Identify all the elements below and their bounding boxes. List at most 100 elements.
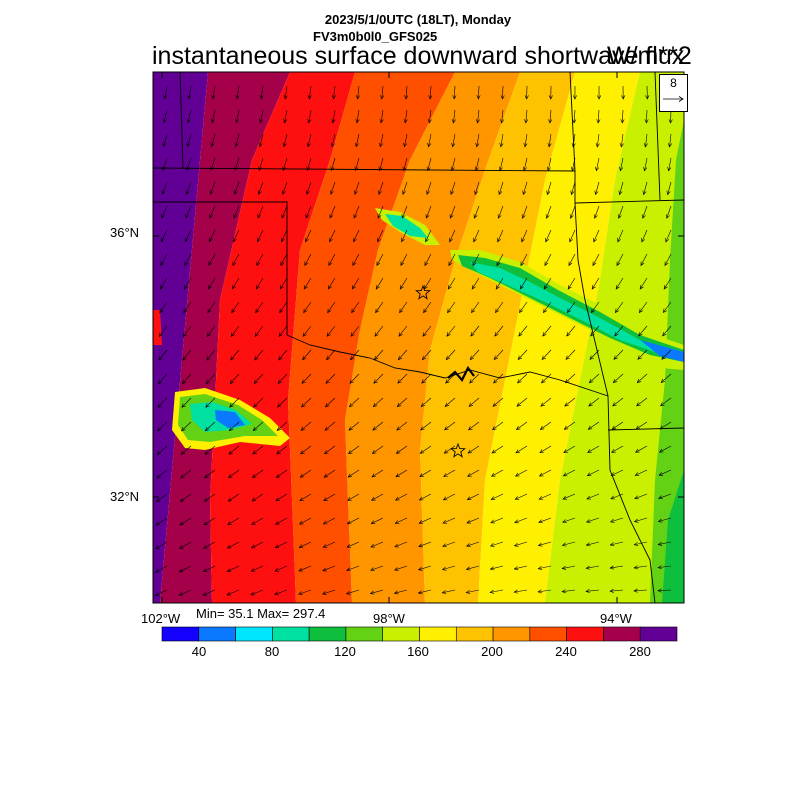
wind-vector-head bbox=[517, 355, 522, 361]
wind-vector-head bbox=[591, 285, 596, 290]
wind-vector-head bbox=[619, 143, 624, 148]
wind-vector-head bbox=[609, 542, 615, 547]
wind-vector-head bbox=[540, 379, 546, 384]
wind-vector-head bbox=[568, 261, 573, 267]
wind-vector-head bbox=[441, 590, 447, 595]
model-title: FV3m0b0l0_GFS025 bbox=[313, 29, 438, 44]
wind-vector-head bbox=[231, 285, 236, 290]
wind-vector bbox=[307, 133, 312, 147]
wind-vector bbox=[155, 565, 168, 573]
wind-vector-head bbox=[159, 285, 164, 290]
wind-vector-head bbox=[227, 497, 233, 502]
wind-vector bbox=[662, 325, 672, 337]
wind-vector bbox=[517, 373, 528, 384]
wind-vector-head bbox=[401, 237, 405, 243]
wind-vector-head bbox=[378, 190, 382, 195]
wind-vector bbox=[329, 205, 336, 219]
wind-vector-head bbox=[562, 495, 568, 500]
wind-vector-head bbox=[452, 95, 457, 100]
wind-vector-head bbox=[441, 566, 447, 571]
wind-vector-head bbox=[419, 449, 425, 454]
wind-vector-head bbox=[476, 95, 481, 100]
wind-vector bbox=[661, 349, 672, 360]
wind-vector-head bbox=[369, 590, 375, 595]
wind-vector-head bbox=[329, 237, 333, 243]
wind-vector bbox=[519, 301, 528, 313]
wind-vector bbox=[592, 253, 600, 266]
wind-vector-head bbox=[276, 426, 282, 431]
wind-vector-head bbox=[610, 472, 616, 476]
wind-vector bbox=[309, 85, 312, 99]
wind-vector-head bbox=[305, 190, 310, 195]
wind-vector bbox=[613, 373, 624, 383]
wind-vector-head bbox=[472, 261, 477, 267]
wind-vector bbox=[540, 421, 552, 430]
lon-label-98w: 98°W bbox=[373, 611, 405, 626]
wind-vector bbox=[444, 421, 456, 431]
wind-vector-head bbox=[158, 356, 163, 361]
wind-vector-head bbox=[494, 332, 499, 337]
wind-vector bbox=[233, 229, 240, 242]
wind-vector-head bbox=[644, 119, 649, 124]
wind-vector bbox=[230, 349, 240, 361]
wind-vector-head bbox=[473, 214, 478, 219]
wind-vector-head bbox=[449, 214, 454, 219]
wind-vector-head bbox=[619, 166, 624, 172]
wind-vector bbox=[612, 397, 624, 407]
wind-vector bbox=[570, 205, 576, 219]
wind-vector-head bbox=[207, 285, 212, 290]
state-boundary bbox=[654, 72, 661, 201]
wind-vector-head bbox=[302, 332, 307, 337]
wind-vector-head bbox=[324, 426, 329, 431]
wind-vector bbox=[303, 277, 312, 290]
wind-vector-head bbox=[228, 426, 234, 432]
wind-vector-head bbox=[159, 308, 164, 314]
wind-vector-head bbox=[519, 308, 524, 314]
wind-vector bbox=[298, 565, 312, 572]
wind-vector-head bbox=[206, 332, 211, 337]
wind-vector bbox=[470, 325, 480, 337]
wind-vector bbox=[380, 109, 384, 123]
wind-vector-head bbox=[301, 379, 306, 384]
lake-outline bbox=[447, 365, 475, 382]
wind-vector bbox=[564, 421, 576, 430]
wind-vector-head bbox=[611, 425, 617, 430]
wind-vector-head bbox=[638, 331, 643, 337]
wind-vector-head bbox=[184, 237, 189, 243]
wind-vector-head bbox=[345, 590, 351, 595]
wind-vector-head bbox=[379, 142, 383, 148]
wind-vector-head bbox=[370, 567, 375, 572]
wind-vector-head bbox=[514, 496, 520, 500]
wind-vector-head bbox=[178, 568, 184, 573]
wind-vector-head bbox=[233, 237, 237, 243]
wind-vector-head bbox=[497, 237, 501, 243]
wind-vector-head bbox=[426, 190, 430, 196]
wind-vector bbox=[253, 373, 264, 384]
wind-vector-head bbox=[572, 119, 577, 124]
wind-vector-head bbox=[228, 450, 233, 455]
wind-vector-head bbox=[394, 496, 400, 501]
wind-vector-head bbox=[322, 544, 328, 548]
wind-vector bbox=[156, 469, 168, 479]
wind-vector-head bbox=[471, 308, 476, 314]
wind-vector bbox=[374, 325, 384, 337]
wind-vector-head bbox=[353, 214, 358, 219]
wind-vector bbox=[400, 253, 408, 266]
wind-vector-head bbox=[569, 214, 574, 219]
wind-vector bbox=[443, 469, 456, 477]
wind-vector-head bbox=[427, 118, 432, 124]
wind-vector-head bbox=[282, 142, 287, 148]
wind-vector-head bbox=[643, 166, 648, 172]
wind-vector-head bbox=[493, 379, 498, 384]
variable-title: instantaneous surface downward shortwave… bbox=[152, 42, 685, 70]
wind-vector-head bbox=[256, 261, 261, 267]
wind-vector-head bbox=[547, 142, 552, 148]
wind-vector bbox=[522, 181, 528, 195]
wind-vector bbox=[255, 277, 264, 290]
wind-vector-head bbox=[399, 308, 404, 314]
wind-vector bbox=[490, 565, 504, 570]
wind-vector bbox=[279, 301, 288, 313]
wind-vector-head bbox=[450, 190, 455, 196]
wind-vector bbox=[159, 325, 168, 337]
wind-vector-head bbox=[370, 520, 376, 524]
